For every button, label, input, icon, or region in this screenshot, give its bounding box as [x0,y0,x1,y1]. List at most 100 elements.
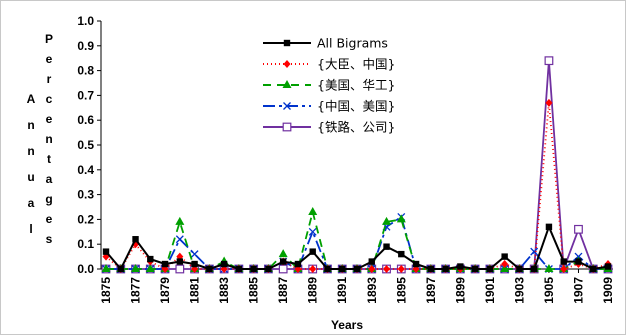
data-point [102,248,110,255]
data-point [324,265,331,273]
data-point [190,250,199,259]
data-point [544,264,554,272]
data-point [471,265,479,273]
y-axis-title-outer-letter: u [27,170,34,184]
y-tick-label: 0.5 [77,138,94,152]
data-point [427,265,435,273]
y-axis-title-inner-letter: P [45,32,53,46]
data-point [175,216,185,225]
x-tick-label: 1909 [601,277,615,304]
data-point [220,260,228,268]
x-tick-label: 1899 [453,277,467,304]
data-point [545,223,553,231]
x-tick-label: 1895 [394,277,408,304]
data-point [604,263,612,270]
data-point [397,265,405,273]
data-point [383,265,391,273]
legend-swatch-marker-stroke [283,102,291,110]
x-tick-label: 1907 [571,277,585,304]
data-point [530,247,539,256]
data-point [516,265,523,273]
x-tick-label: 1905 [542,277,556,304]
y-tick-label: 0.6 [77,113,94,127]
data-point [560,265,568,273]
data-point-stroke [175,235,184,244]
data-point [457,263,464,270]
y-axis-title-inner-letter: n [45,132,52,146]
data-point [309,265,317,273]
data-point [575,258,582,265]
y-axis-title-inner-letter: e [46,52,53,66]
series-0 [102,223,612,273]
data-point [308,206,318,215]
y-axis-title-outer-letter: n [27,144,34,158]
data-point [353,265,361,273]
data-point [117,265,124,273]
data-point [530,265,538,273]
data-point [176,258,184,265]
y-axis-title-outer-letter: l [29,222,32,236]
data-point [309,248,316,255]
x-tick-label: 1887 [276,277,290,304]
x-tick-label: 1879 [158,277,172,304]
series-line [106,215,608,270]
data-point [161,260,169,268]
y-axis-title-inner-letter: e [46,212,53,226]
y-axis-title-inner-letter: s [46,232,53,246]
y-axis-title-outer-letter: a [28,196,35,210]
y-axis-title-inner-letter: g [45,192,52,206]
y-axis-title-inner-letter: e [46,112,53,126]
y-axis-title-outer-letter: A [27,92,36,106]
data-point [235,265,243,273]
data-point [278,249,288,258]
y-axis-title-inner-letter: r [47,72,52,86]
data-point [278,264,288,274]
data-point [147,255,154,263]
x-tick-label: 1889 [306,277,320,304]
data-point [501,253,508,260]
legend-entry: {大臣、中国} [317,57,395,72]
data-point-stroke [530,247,539,256]
y-axis-title-outer-letter: n [27,118,34,132]
data-point [368,258,375,265]
data-point [191,260,198,268]
y-tick-label: 1.0 [77,14,94,28]
legend-swatch-marker [283,60,291,68]
legend-entry: {中国、美国} [317,99,395,114]
data-point [574,224,583,234]
legend-swatch-marker [282,80,292,88]
y-tick-label: 0.9 [77,39,94,53]
data-point-stroke [190,250,199,259]
legend-swatch-marker [283,102,291,110]
y-tick-label: 0.2 [77,212,94,226]
x-tick-label: 1877 [129,277,143,304]
x-tick-label: 1901 [483,277,497,304]
data-point [339,265,346,273]
legend-swatch-marker [283,39,291,47]
data-point [294,260,302,268]
data-point [545,98,553,107]
data-point-stroke [308,227,317,236]
y-tick-label: 0.1 [77,237,94,251]
data-point [279,258,287,265]
data-point [145,264,155,272]
data-point [442,265,449,273]
x-tick-label: 1903 [512,277,526,304]
data-point [175,235,184,244]
data-point [132,236,139,243]
data-point [396,214,406,223]
x-tick-label: 1881 [188,277,202,304]
legend-swatch-marker [282,122,292,132]
data-point [250,265,257,273]
x-tick-label: 1883 [217,277,231,304]
data-point [590,265,597,273]
data-point [368,265,376,273]
y-axis-title-inner-letter: a [46,172,53,186]
x-axis-title: Years [331,318,363,332]
y-axis-title-inner-letter: t [47,152,51,166]
y-axis-title-inner-letter: c [46,92,53,106]
data-point [412,260,420,268]
data-point [308,227,317,236]
